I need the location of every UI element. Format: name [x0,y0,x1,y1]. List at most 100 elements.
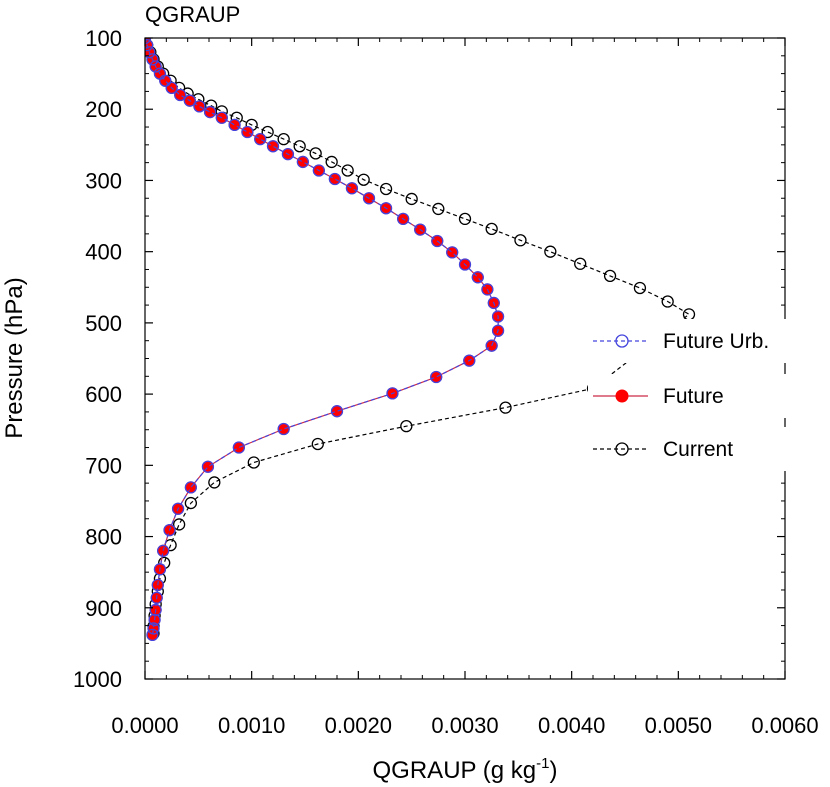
y-tick-label: 100 [85,26,122,51]
data-point [174,88,187,102]
data-point [311,437,324,451]
series-future [145,38,505,641]
y-axis-title: Pressure (hPa) [1,277,28,438]
data-point [471,271,484,284]
data-point [414,223,427,236]
data-point [458,212,472,226]
legend-marker [615,334,629,348]
data-point [345,182,359,195]
data-point [277,132,290,146]
legend-label: Current [663,438,733,461]
y-tick-label: 500 [85,311,122,336]
legend-marker [615,442,629,456]
series-future-urb [145,38,505,641]
data-point [215,111,228,124]
data-point [491,310,505,323]
data-point [430,370,443,384]
data-point [171,502,185,515]
data-point [247,456,260,469]
data-point [379,182,393,196]
series-layer [145,38,696,641]
data-point [277,422,290,436]
y-tick-label: 600 [85,382,122,407]
data-point [261,125,274,139]
data-point [386,387,399,400]
data-point [151,578,164,592]
data-point [165,81,178,95]
data-point [145,46,156,59]
data-point [661,295,674,308]
data-point [208,476,221,489]
data-point [146,628,159,641]
data-point [432,202,445,216]
data-point [405,192,418,206]
legend-item-current: Current [588,427,788,471]
data-point [485,222,498,236]
data-point [201,460,215,473]
data-point [458,258,472,271]
data-point [145,38,154,52]
data-point [232,441,246,454]
y-axis: 100 200 300 400 500 600 700 800 900 1000 [73,26,785,692]
data-point [544,245,557,258]
legend-item-future-urb: Future Urb. [588,319,788,363]
data-point [312,164,326,177]
x-tick-label: 0.0040 [538,713,605,738]
x-axis-title-tail: ) [549,757,557,784]
data-point [481,283,494,296]
data-point [514,234,527,247]
y-tick-label: 1000 [73,667,122,692]
y-tick-label: 200 [85,97,122,122]
data-point [156,544,170,557]
data-point [446,246,459,259]
data-point [149,60,162,73]
y-tick-label: 400 [85,240,122,265]
series-line-current [145,38,691,634]
legend-marker [615,389,629,403]
data-point [293,140,306,153]
data-point [172,518,186,531]
y-tick-label: 900 [85,596,122,621]
data-point [309,147,322,160]
data-point [491,324,505,337]
data-point [487,296,500,310]
x-tick-label: 0.0030 [431,713,498,738]
x-tick-label: 0.0010 [218,713,285,738]
data-point [281,147,295,161]
data-point [184,496,198,510]
data-point [146,53,159,66]
data-point [147,622,160,635]
data-point [254,132,267,146]
series-line-future [145,38,499,635]
x-tick-label: 0.0000 [111,713,178,738]
legend-label: Future Urb. [663,330,769,353]
data-point [682,308,696,321]
y-tick-label: 700 [85,453,122,478]
data-point [633,281,647,295]
data-point [163,523,176,537]
data-point [330,405,344,418]
data-point [574,257,587,270]
x-axis-title-superscript: -1 [536,755,549,772]
series-line-future-urb [145,38,499,635]
x-axis: 0.0000 0.0010 0.0020 0.0030 0.0040 0.0050 0.00… [111,38,819,738]
x-tick-label: 0.0050 [645,713,712,738]
data-point [193,100,206,113]
data-point [149,603,162,617]
data-point [183,94,196,107]
data-point [463,354,476,367]
data-point [379,202,393,215]
legend-label: Future [663,385,724,408]
data-point [241,125,254,139]
data-point [203,105,217,119]
data-point [228,118,241,132]
data-point [159,74,172,87]
y-tick-label: 800 [85,525,122,550]
data-point [396,212,410,226]
data-point [485,339,498,352]
data-point [153,563,167,576]
data-point [328,172,342,186]
chart-title: QGRAUP [145,2,240,27]
data-point [266,140,280,153]
